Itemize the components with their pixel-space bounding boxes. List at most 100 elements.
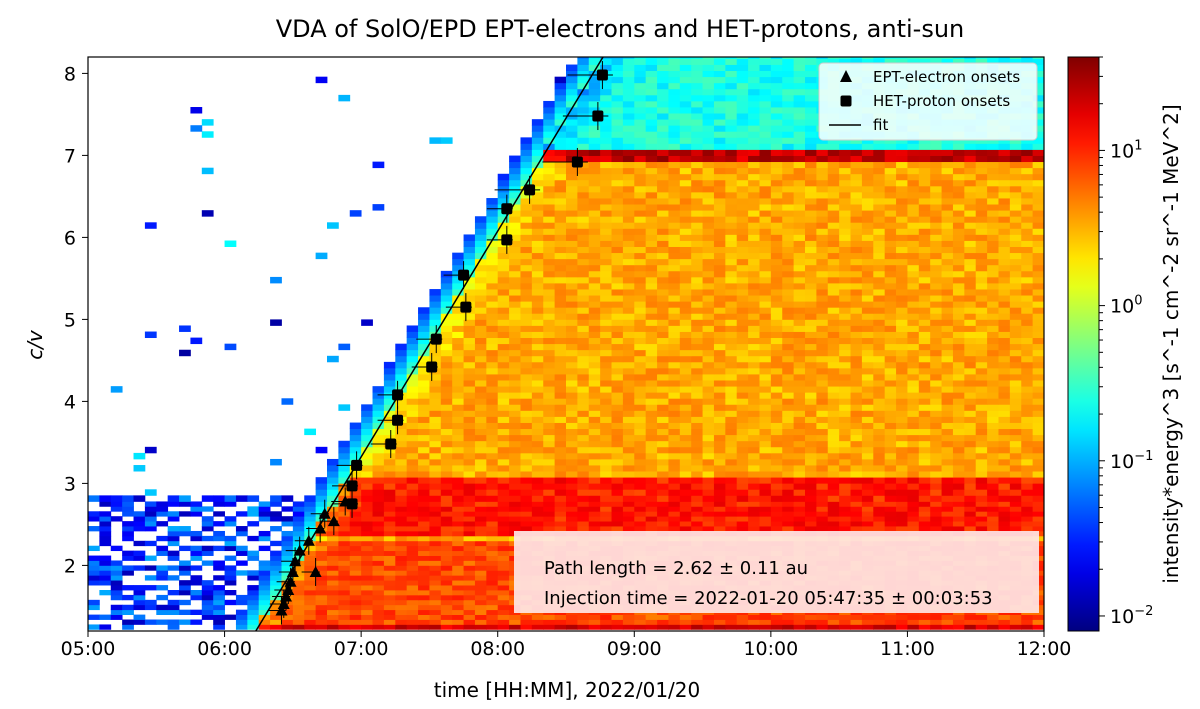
heatmap-cell (418, 489, 430, 496)
heatmap-cell (577, 422, 590, 430)
heatmap-cell (736, 374, 749, 381)
heatmap-cell (497, 264, 510, 272)
heatmap-cell (873, 325, 886, 332)
heatmap-cell (531, 216, 544, 223)
heatmap-cell (816, 440, 829, 448)
heatmap-cell (668, 210, 681, 217)
heatmap-cell (486, 609, 499, 615)
heatmap-cell (349, 446, 362, 454)
heatmap-cell (668, 458, 681, 466)
heatmap-cell (918, 452, 931, 460)
heatmap-cell (975, 624, 988, 630)
heatmap-cell (827, 458, 840, 466)
heatmap-cell (827, 511, 840, 517)
heatmap-cell (497, 535, 510, 542)
heatmap-cell (520, 495, 533, 502)
heatmap-cell (827, 301, 840, 308)
heatmap-cell (486, 446, 499, 454)
heatmap-cell (918, 506, 931, 512)
heatmap-cell (531, 489, 544, 496)
heatmap-cell (406, 609, 419, 615)
heatmap-cell (622, 624, 635, 630)
heatmap-cell (349, 489, 362, 496)
heatmap-cell (99, 535, 112, 542)
heatmap-cell (713, 624, 726, 630)
heatmap-cell (315, 619, 328, 625)
heatmap-cell (975, 495, 988, 502)
heatmap-cell (702, 495, 715, 502)
heatmap-cell (725, 355, 738, 363)
heatmap-cell (543, 234, 556, 241)
heatmap-cell (657, 295, 669, 302)
heatmap-cell (748, 337, 760, 345)
heatmap-cell (486, 580, 499, 586)
heatmap-cell (896, 374, 908, 381)
heatmap-cell (713, 477, 726, 484)
heatmap-cell (566, 349, 578, 357)
heatmap-cell (429, 319, 442, 326)
heatmap-cell (418, 307, 430, 314)
heatmap-cell (1009, 185, 1022, 193)
heatmap-cell (497, 471, 510, 478)
heatmap-cell (144, 446, 157, 454)
heatmap-cell (668, 526, 681, 532)
heatmap-cell (99, 516, 112, 522)
heatmap-cell (622, 404, 635, 411)
heatmap-cell (270, 585, 282, 591)
heatmap-cell (816, 380, 829, 387)
heatmap-cell (406, 489, 419, 496)
heatmap-cell (679, 410, 692, 417)
heatmap-cell (588, 434, 601, 442)
heatmap-cell (1021, 422, 1034, 430)
heatmap-cell (839, 465, 851, 472)
heatmap-cell (349, 511, 362, 517)
heatmap-cell (884, 521, 897, 527)
heatmap-cell (543, 331, 556, 339)
heatmap-cell (975, 511, 988, 517)
heatmap-cell (1009, 422, 1022, 430)
heatmap-cell (998, 386, 1011, 393)
heatmap-cell (827, 276, 840, 284)
heatmap-cell (713, 313, 726, 320)
heatmap-cell (941, 506, 954, 512)
heatmap-cell (497, 560, 510, 566)
heatmap-cell (395, 511, 408, 517)
heatmap-cell (611, 428, 624, 436)
heatmap-cell (543, 264, 556, 272)
heatmap-cell (372, 465, 385, 472)
heatmap-cell (622, 301, 635, 308)
heatmap-cell (770, 331, 783, 339)
heatmap-cell (486, 506, 499, 512)
heatmap-cell (224, 599, 237, 606)
heatmap-cell (361, 477, 373, 484)
heatmap-cell (1032, 204, 1045, 211)
heatmap-cell (713, 282, 726, 290)
heatmap-cell (543, 222, 556, 229)
heatmap-cell (998, 270, 1011, 278)
heatmap-cell (839, 367, 851, 375)
heatmap-cell (725, 270, 738, 278)
heatmap-cell (850, 392, 863, 399)
heatmap-cell (1021, 458, 1034, 466)
heatmap-cell (1032, 521, 1045, 527)
heatmap-cell (338, 465, 351, 472)
heatmap-cell (543, 185, 556, 193)
heatmap-cell (372, 458, 385, 466)
heatmap-cell (725, 337, 738, 345)
heatmap-cell (611, 240, 624, 247)
heatmap-cell (998, 483, 1011, 490)
heatmap-cell (816, 471, 829, 478)
heatmap-cell (645, 446, 658, 454)
heatmap-cell (702, 501, 715, 507)
heatmap-cell (634, 252, 647, 260)
heatmap-cell (554, 289, 567, 296)
heatmap-cell (702, 477, 715, 484)
heatmap-cell (1009, 361, 1022, 369)
heatmap-cell (952, 191, 965, 199)
heatmap-cell (998, 301, 1011, 308)
heatmap-cell (634, 434, 647, 442)
heatmap-cell (793, 246, 806, 254)
heatmap-cell (509, 204, 521, 211)
heatmap-cell (793, 258, 806, 266)
heatmap-cell (998, 216, 1011, 223)
